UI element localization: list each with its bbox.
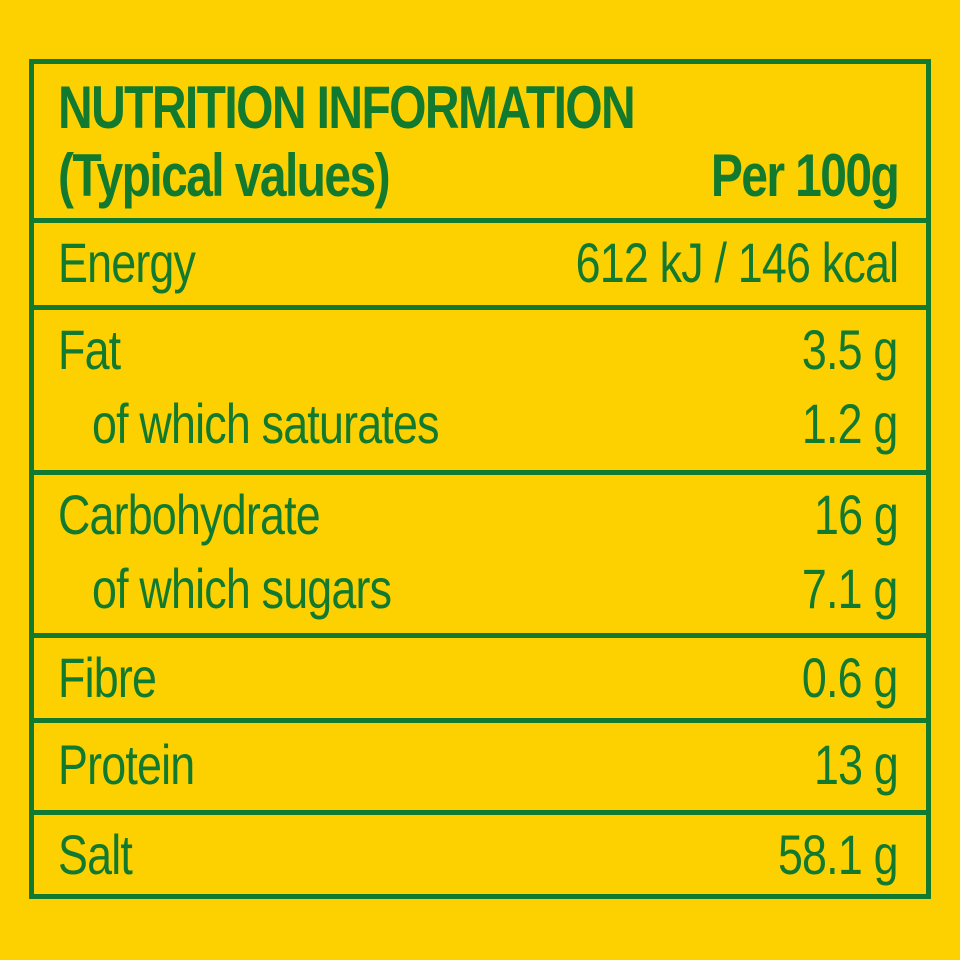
table-row: Protein 13 g xyxy=(34,723,926,815)
row-label: Fat xyxy=(58,318,121,381)
table-row: Energy 612 kJ / 146 kcal xyxy=(34,223,926,310)
row-value: 1.2 g xyxy=(802,392,898,455)
row-label: Salt xyxy=(58,823,133,886)
table-title: NUTRITION INFORMATION xyxy=(58,74,636,141)
nutrition-table: NUTRITION INFORMATION (Typical values) P… xyxy=(29,59,931,899)
table-row: Fibre 0.6 g xyxy=(34,638,926,723)
row-value: 16 g xyxy=(814,483,899,546)
row-value: 612 kJ / 146 kcal xyxy=(575,231,898,294)
row-label: Protein xyxy=(58,733,195,796)
table-row: Salt 58.1 g xyxy=(34,815,926,894)
row-label: Energy xyxy=(58,231,196,294)
row-value: 58.1 g xyxy=(778,823,899,886)
row-label: of which saturates xyxy=(92,392,439,455)
row-label: of which sugars xyxy=(92,557,392,620)
table-row: Carbohydrate 16 g of which sugars 7.1 g xyxy=(34,475,926,638)
row-value: 7.1 g xyxy=(802,557,898,620)
row-label: Fibre xyxy=(58,646,157,709)
table-header: NUTRITION INFORMATION (Typical values) P… xyxy=(34,64,926,223)
row-label: Carbohydrate xyxy=(58,483,321,546)
column-header: Per 100g xyxy=(710,142,900,209)
row-value: 3.5 g xyxy=(802,318,898,381)
row-value: 13 g xyxy=(814,733,899,796)
table-subtitle: (Typical values) xyxy=(58,142,391,209)
table-row: Fat 3.5 g of which saturates 1.2 g xyxy=(34,310,926,475)
row-value: 0.6 g xyxy=(802,646,898,709)
